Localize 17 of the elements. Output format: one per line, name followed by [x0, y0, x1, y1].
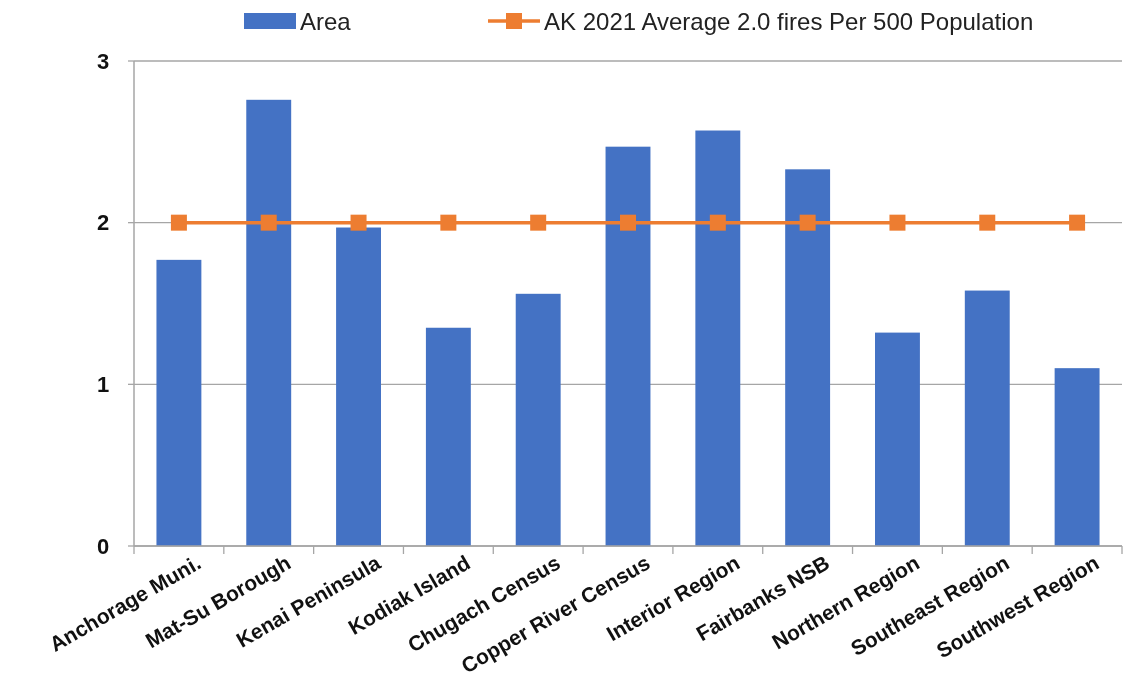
bar	[875, 332, 920, 546]
bar	[246, 99, 292, 546]
legend-label: Area	[300, 7, 352, 35]
y-tick-label: 3	[96, 48, 110, 74]
y-tick-label: 0	[96, 533, 110, 559]
y-tick-label: 2	[96, 210, 110, 236]
bar	[964, 290, 1010, 546]
bar	[156, 259, 202, 546]
y-tick-label: 1	[96, 371, 110, 397]
bar	[1054, 368, 1100, 546]
legend-label: AK 2021 Average 2.0 fires Per 500 Population	[544, 7, 1034, 35]
bar	[336, 227, 381, 546]
bar	[605, 146, 651, 546]
bar	[515, 293, 561, 546]
bar	[785, 169, 831, 546]
bar	[425, 327, 471, 546]
bar	[695, 130, 741, 546]
